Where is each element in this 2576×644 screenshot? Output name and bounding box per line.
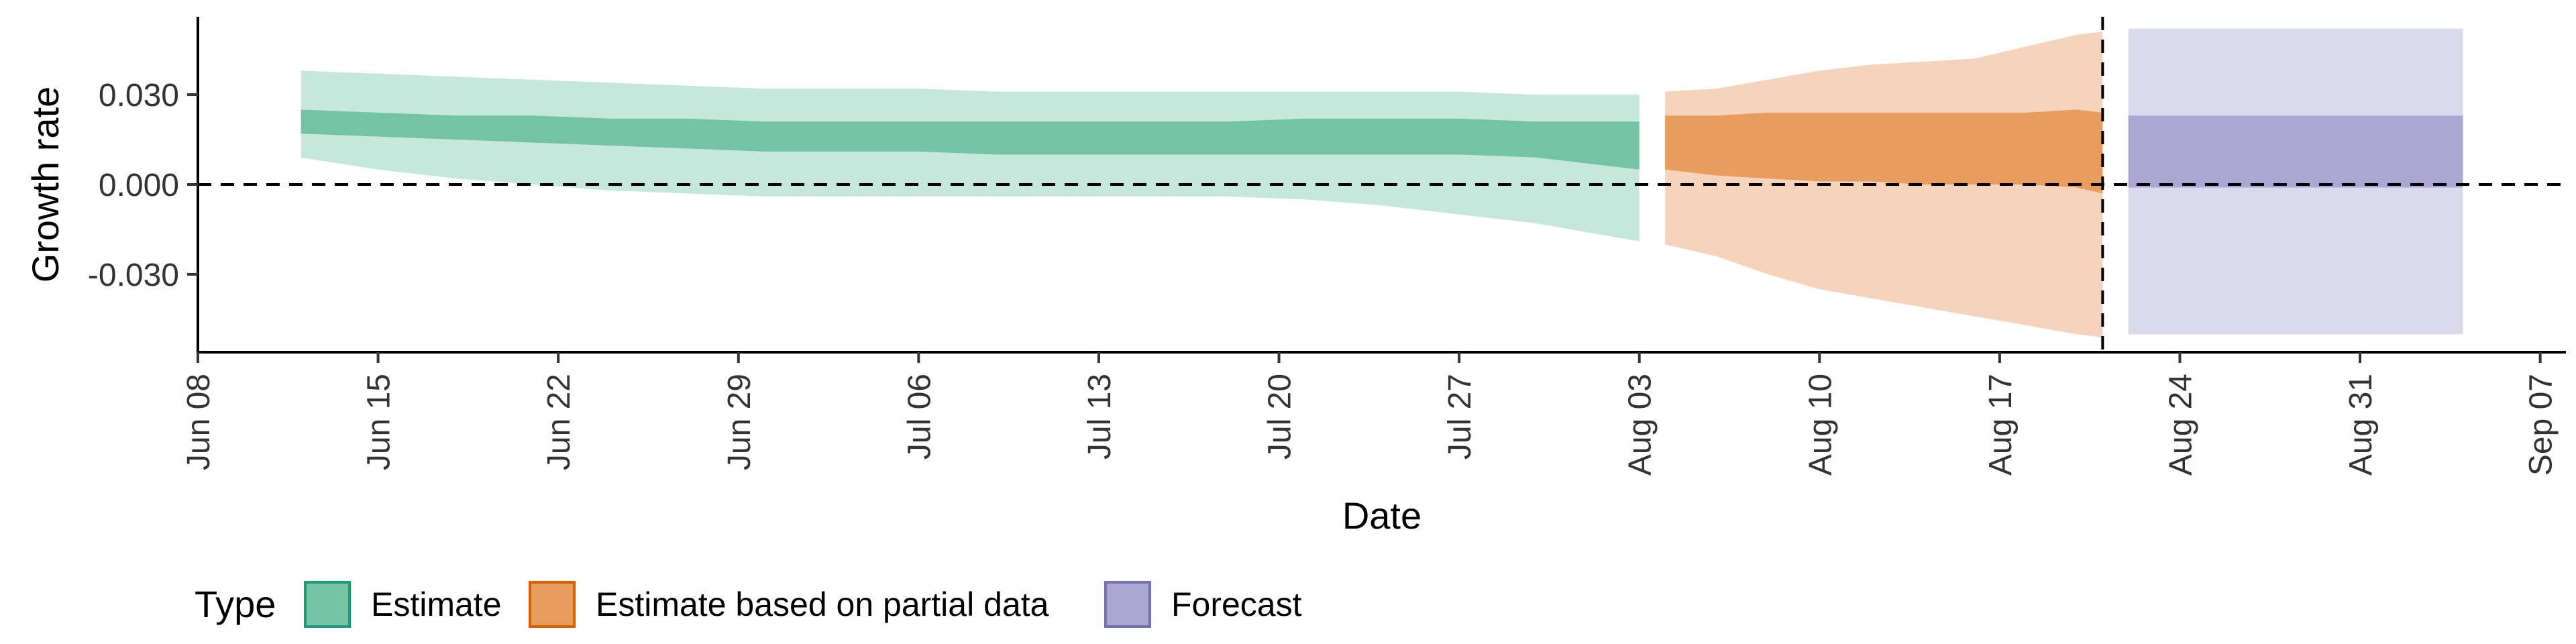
x-tick-label: Jul 13 — [1082, 374, 1118, 460]
x-tick-label: Aug 03 — [1623, 374, 1658, 476]
x-tick-label: Jun 15 — [362, 374, 397, 470]
estimate-based-on-partial-data-outer-band — [1665, 32, 2103, 337]
legend-label-forecast: Forecast — [1171, 586, 1302, 623]
legend: Type Estimate Estimate based on partial d… — [195, 581, 1302, 628]
y-tick-label: 0.000 — [99, 168, 179, 203]
x-tick-label: Jun 08 — [181, 374, 217, 470]
x-tick-label: Aug 10 — [1803, 374, 1838, 476]
y-tick-label: -0.030 — [88, 258, 179, 293]
chart-ticks: -0.030 0.000 0.030 Jun 08 Jun 15 Jun 22 Jun 29… — [88, 78, 2559, 476]
x-tick-label: Jun 29 — [722, 374, 757, 470]
legend-entries: Estimate Estimate based on partial data Fo… — [304, 581, 1302, 628]
forecast-inner-band — [2128, 115, 2463, 188]
legend-key-forecast — [1104, 581, 1151, 628]
x-axis-title: Date — [1342, 494, 1421, 537]
x-tick-label: Jul 20 — [1263, 374, 1298, 460]
estimate-outer-band — [301, 70, 1640, 241]
reference-lines — [198, 17, 2566, 352]
legend-key-estimate-based-on-partial-data — [529, 581, 576, 628]
y-tick-label: 0.030 — [99, 78, 179, 113]
x-tick-label: Aug 24 — [2163, 374, 2198, 476]
legend-label-estimate-based-on-partial-data: Estimate based on partial data — [596, 586, 1049, 623]
estimate-inner-band — [301, 109, 1640, 170]
legend-label-estimate: Estimate — [371, 586, 502, 623]
x-tick-label: Jun 22 — [541, 374, 577, 470]
x-tick-label: Aug 17 — [1983, 374, 2019, 476]
x-tick-label: Aug 31 — [2343, 374, 2379, 476]
legend-title: Type — [195, 583, 276, 625]
x-tick-label: Sep 07 — [2524, 374, 2559, 476]
y-axis-title: Growth rate — [24, 87, 66, 283]
estimate-based-on-partial-data-inner-band — [1665, 109, 2103, 194]
x-tick-label: Jul 06 — [902, 374, 937, 460]
legend-key-estimate — [304, 581, 351, 628]
x-tick-label: Jul 27 — [1442, 374, 1478, 460]
chart-bands — [301, 28, 2463, 337]
